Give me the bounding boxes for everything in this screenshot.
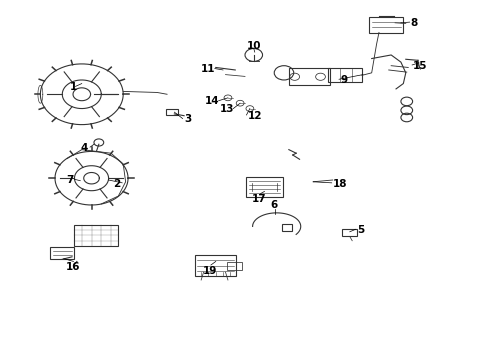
Text: 12: 12 [247, 111, 262, 121]
Text: 16: 16 [66, 262, 81, 272]
Text: 4: 4 [81, 143, 88, 153]
Bar [50, 247, 74, 260]
Text: 9: 9 [340, 75, 347, 85]
Bar [328, 68, 362, 82]
Bar [282, 224, 292, 231]
Text: 3: 3 [184, 114, 192, 124]
Bar [227, 262, 242, 270]
Bar [369, 17, 403, 33]
Bar [166, 109, 178, 115]
Text: 7: 7 [66, 175, 74, 185]
Text: 15: 15 [413, 61, 428, 71]
Text: 13: 13 [220, 104, 234, 114]
Text: 14: 14 [205, 96, 220, 107]
Text: 10: 10 [246, 41, 261, 51]
Bar [289, 68, 330, 85]
Text: 18: 18 [333, 179, 347, 189]
Bar [195, 255, 237, 276]
Text: 6: 6 [270, 201, 278, 210]
Text: 17: 17 [252, 194, 267, 204]
Text: 11: 11 [201, 64, 216, 74]
Text: 1: 1 [70, 82, 77, 92]
Text: 2: 2 [114, 179, 121, 189]
Text: 8: 8 [411, 18, 418, 28]
Text: 19: 19 [203, 266, 217, 276]
Bar [246, 177, 283, 197]
Bar [343, 229, 357, 237]
Bar [74, 225, 118, 246]
Text: 5: 5 [357, 225, 364, 235]
